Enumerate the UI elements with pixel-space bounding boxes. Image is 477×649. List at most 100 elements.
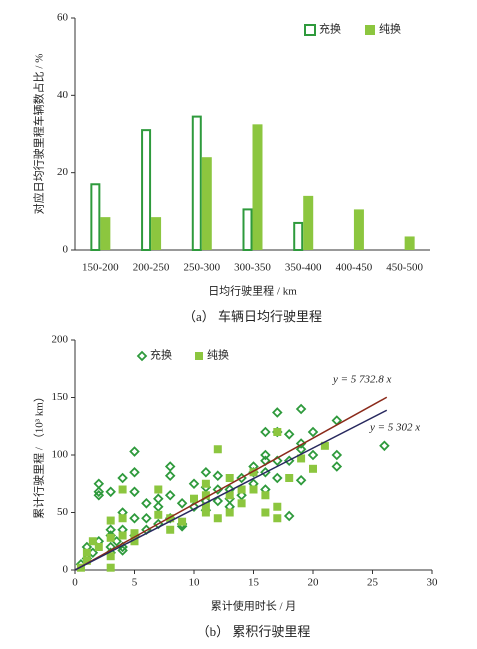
point [331, 449, 343, 461]
legend-label: 充换 [150, 348, 172, 362]
point [166, 514, 175, 523]
point [118, 485, 127, 494]
bar [201, 157, 212, 250]
y-tick-label: 60 [57, 12, 69, 24]
point [201, 479, 210, 488]
point [295, 403, 307, 415]
point [261, 508, 270, 517]
point [106, 516, 115, 525]
y-tick-label: 0 [63, 564, 69, 576]
x-tick-label: 25 [367, 577, 379, 589]
point [118, 514, 127, 523]
point [285, 474, 294, 482]
point [190, 494, 198, 503]
bar [191, 115, 202, 251]
y-tick-label: 150 [52, 391, 69, 403]
point [154, 510, 163, 519]
bar [303, 195, 314, 250]
x-tick-label: 10 [189, 577, 201, 589]
x-tick-label: 5 [132, 577, 138, 589]
point [129, 466, 140, 478]
point [164, 470, 176, 481]
point [213, 514, 222, 523]
point [164, 461, 176, 472]
point [201, 491, 210, 500]
point [331, 461, 343, 472]
point [283, 510, 295, 522]
point [272, 407, 283, 418]
legend-swatch [304, 24, 316, 36]
fit-annotation: y = 5 732.8 x [332, 374, 392, 386]
legend-label: 纯换 [207, 348, 229, 362]
point [153, 501, 164, 513]
bar [141, 129, 152, 251]
point [261, 491, 270, 500]
y-axis-label: 累计行驶里程 / （10³ km） [32, 391, 46, 519]
x-tick-label: 450-500 [386, 262, 423, 274]
x-axis-label: 累计使用时长 / 月 [211, 600, 297, 613]
point [309, 464, 317, 473]
point [225, 474, 234, 482]
point [154, 485, 163, 494]
point [93, 489, 105, 501]
x-tick-label: 300-350 [234, 262, 271, 274]
point [117, 472, 128, 484]
point [166, 525, 175, 534]
point [213, 445, 222, 454]
point [295, 475, 307, 486]
point [93, 486, 105, 498]
point [236, 489, 247, 501]
y-tick-label: 200 [52, 334, 69, 346]
y-tick-label: 20 [57, 166, 69, 178]
fit-line [74, 409, 388, 571]
x-tick-label: 200-250 [133, 262, 170, 274]
point [94, 543, 103, 551]
legend-swatch [195, 352, 203, 360]
x-tick-label: 20 [308, 577, 320, 589]
fit-annotation: y = 5 302 x [369, 422, 420, 434]
point [106, 552, 115, 561]
point [201, 502, 210, 511]
point [201, 508, 210, 517]
y-tick-label: 40 [57, 89, 69, 101]
point [178, 517, 187, 526]
point [225, 508, 234, 517]
point [130, 529, 139, 538]
point [297, 454, 306, 463]
bar [353, 209, 364, 250]
y-tick-label: 0 [63, 244, 69, 256]
point [118, 531, 127, 540]
caption: （b） 累积行驶里程 [197, 624, 311, 639]
point [164, 489, 176, 501]
point [379, 440, 390, 452]
point [82, 548, 91, 557]
x-axis-label: 日均行驶里程 / km [208, 284, 297, 298]
x-tick-label: 15 [248, 577, 260, 589]
y-tick-label: 50 [57, 506, 69, 518]
point [106, 533, 115, 542]
point [272, 472, 283, 484]
legend-label: 纯换 [379, 22, 401, 36]
point [225, 491, 234, 500]
fit-line [74, 396, 388, 571]
point [320, 441, 329, 450]
point [82, 556, 91, 565]
legend-swatch [365, 25, 375, 35]
x-tick-label: 150-200 [82, 262, 119, 274]
point [105, 524, 116, 536]
point [176, 498, 188, 509]
point [249, 485, 258, 494]
point [129, 486, 140, 498]
point [260, 449, 271, 461]
point [307, 426, 319, 438]
point [249, 468, 258, 477]
point [273, 502, 282, 511]
bar [151, 217, 162, 250]
bar [90, 183, 101, 251]
point [237, 485, 246, 494]
point [105, 486, 116, 498]
x-tick-label: 250-300 [183, 262, 220, 274]
y-axis-label: 对应日均行驶里程车辆数占比 / % [32, 54, 46, 215]
point [295, 443, 307, 455]
